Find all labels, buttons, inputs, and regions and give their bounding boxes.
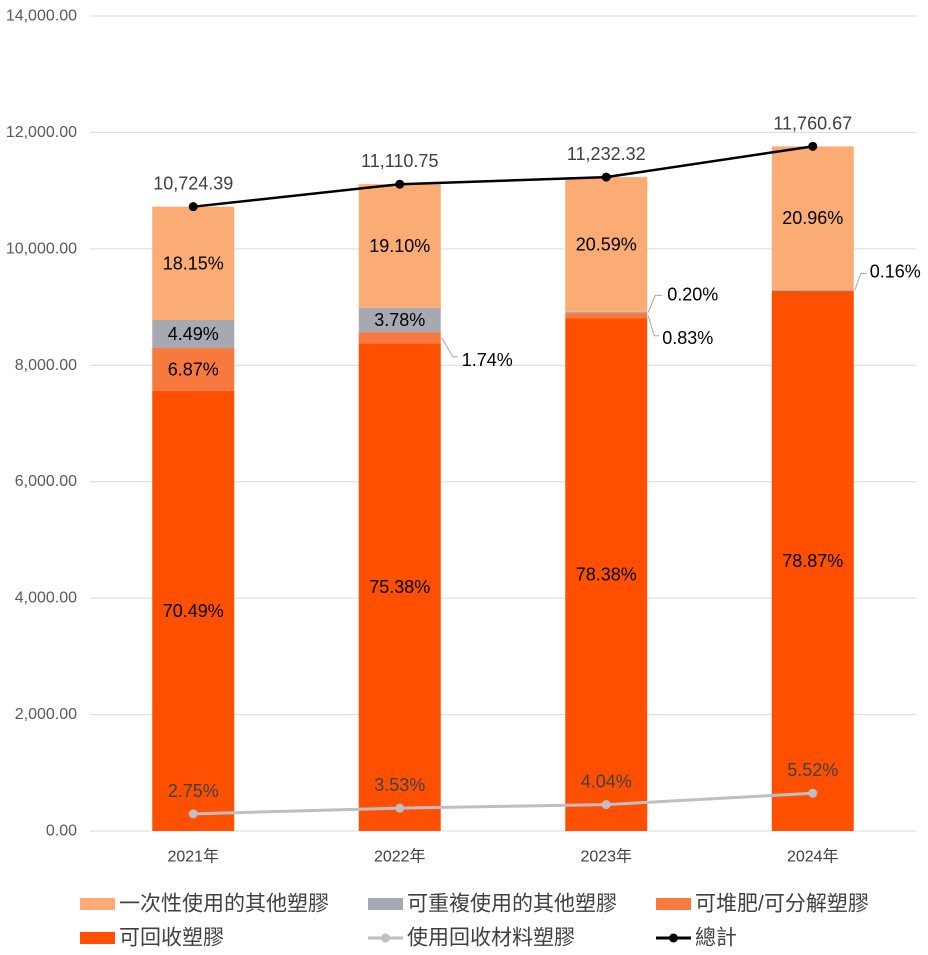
line-recycled-material-plastic — [193, 791, 813, 816]
x-tick-label: 2022年 — [374, 848, 426, 866]
data-label-single-use-other-plastic: 20.59% — [576, 234, 637, 254]
legend-label: 可回收塑膠 — [119, 927, 224, 950]
bar-segment-single-use-other-plastic — [152, 206, 235, 321]
bar-segment-single-use-other-plastic — [771, 146, 854, 290]
legend-label: 可堆肥/可分解塑膠 — [695, 893, 869, 916]
data-label-single-use-other-plastic: 18.15% — [163, 253, 224, 273]
bar-segment-recyclable-plastic — [152, 390, 235, 831]
point-total — [601, 172, 611, 182]
bar-segment-recyclable-plastic — [771, 291, 854, 831]
y-tick-label: 14,000.00 — [6, 8, 77, 25]
data-label-reusable-other-plastic: 3.78% — [374, 310, 425, 330]
bar-segment-compostable-degradable-plastic — [565, 313, 648, 319]
data-label-single-use-other-plastic: 20.96% — [782, 208, 843, 228]
x-tick-label: 2024年 — [787, 848, 839, 866]
stacked-bars — [152, 146, 854, 832]
y-tick-label: 10,000.00 — [6, 240, 77, 257]
point-total — [188, 202, 198, 212]
x-axis: 2021年 2022年 2023年 2024年 — [167, 848, 838, 866]
legend-item-recycled-material-plastic: 使用回收材料塑膠 — [368, 927, 575, 950]
data-labels: 70.49% 6.87% 4.49% 18.15% 75.38% 1.74% 3.78% 19… — [153, 113, 921, 800]
legend-swatch — [368, 898, 403, 910]
data-label-compostable-degradable-plastic: 0.83% — [662, 328, 713, 348]
data-label-recyclable-plastic: 75.38% — [369, 577, 430, 597]
legend-label: 一次性使用的其他塑膠 — [119, 893, 329, 916]
data-label-recycled-material-plastic: 5.52% — [787, 760, 838, 780]
bar-segment-reusable-other-plastic — [771, 289, 854, 292]
legend-label: 總計 — [695, 927, 737, 950]
legend-item-single-use-other-plastic: 一次性使用的其他塑膠 — [80, 893, 329, 916]
legend-swatch — [80, 932, 115, 944]
data-label-recycled-material-plastic: 3.53% — [374, 775, 425, 795]
line-total — [193, 145, 813, 208]
point-total — [395, 179, 405, 189]
point-recycled-material-plastic — [395, 803, 405, 813]
data-label-recyclable-plastic: 78.38% — [576, 565, 637, 585]
point-total — [808, 141, 818, 151]
y-tick-label: 0.00 — [46, 823, 77, 840]
data-label-recycled-material-plastic: 4.04% — [581, 772, 632, 792]
legend-label: 可重複使用的其他塑膠 — [407, 893, 617, 916]
y-tick-label: 8,000.00 — [15, 357, 77, 374]
data-label-compostable-degradable-plastic: 6.87% — [168, 359, 219, 379]
y-tick-label: 12,000.00 — [6, 124, 77, 141]
y-axis: 0.00 2,000.00 4,000.00 6,000.00 8,000.00 10,0… — [6, 8, 77, 840]
legend-item-compostable-degradable-plastic: 可堆肥/可分解塑膠 — [656, 893, 869, 916]
bar-segment-compostable-degradable-plastic — [152, 348, 235, 391]
point-recycled-material-plastic — [601, 800, 611, 810]
leader-line — [854, 272, 867, 291]
data-label-total: 11,110.75 — [361, 151, 438, 171]
data-label-reusable-other-plastic: 0.20% — [667, 284, 718, 304]
y-tick-label: 2,000.00 — [15, 706, 77, 723]
data-label-compostable-degradable-plastic: 1.74% — [462, 350, 513, 370]
data-label-recyclable-plastic: 70.49% — [163, 601, 224, 621]
point-recycled-material-plastic — [188, 809, 198, 819]
legend-swatch — [80, 898, 115, 910]
bar-segment-reusable-other-plastic — [565, 311, 648, 314]
legend-label: 使用回收材料塑膠 — [407, 927, 575, 950]
series-lines — [188, 141, 818, 819]
legend-item-total: 總計 — [656, 927, 737, 950]
data-label-reusable-other-plastic: 0.16% — [870, 261, 921, 281]
data-label-single-use-other-plastic: 19.10% — [369, 236, 430, 256]
data-label-total: 10,724.39 — [153, 174, 233, 194]
data-label-total: 11,232.32 — [567, 144, 646, 164]
leader-line — [647, 315, 660, 337]
bar-segment-reusable-other-plastic — [358, 307, 441, 333]
data-label-reusable-other-plastic: 4.49% — [168, 324, 219, 344]
data-label-total: 11,760.67 — [773, 113, 852, 133]
data-label-recyclable-plastic: 78.87% — [782, 551, 843, 571]
x-tick-label: 2023年 — [580, 848, 632, 866]
data-label-recycled-material-plastic: 2.75% — [168, 781, 219, 801]
bar-segment-compostable-degradable-plastic — [358, 332, 441, 344]
leader-line — [647, 294, 663, 313]
legend-point-marker — [381, 933, 390, 943]
legend-item-recyclable-plastic: 可回收塑膠 — [80, 927, 224, 950]
bar-segment-single-use-other-plastic — [358, 184, 441, 308]
y-tick-label: 6,000.00 — [15, 473, 77, 490]
bar-segment-recyclable-plastic — [565, 318, 648, 832]
leader-line — [441, 337, 458, 358]
legend-swatch — [656, 898, 691, 910]
y-tick-label: 4,000.00 — [15, 590, 77, 607]
legend-point-marker — [669, 933, 678, 943]
bar-segment-reusable-other-plastic — [152, 320, 235, 349]
legend-item-reusable-other-plastic: 可重複使用的其他塑膠 — [368, 893, 617, 916]
bar-segment-recyclable-plastic — [358, 343, 441, 831]
x-tick-label: 2021年 — [167, 848, 219, 866]
point-recycled-material-plastic — [808, 788, 818, 798]
bar-segment-single-use-other-plastic — [565, 177, 648, 312]
